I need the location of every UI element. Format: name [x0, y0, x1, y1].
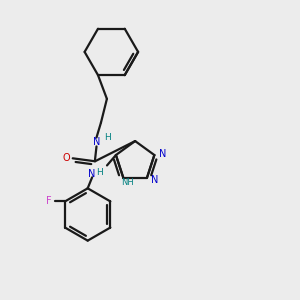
Text: N: N: [151, 175, 158, 185]
Text: NH: NH: [121, 178, 134, 187]
Text: N: N: [88, 169, 95, 179]
Text: N: N: [159, 148, 166, 158]
Text: O: O: [62, 153, 70, 163]
Text: H: H: [104, 133, 111, 142]
Text: F: F: [46, 196, 52, 206]
Text: H: H: [96, 168, 103, 177]
Text: N: N: [93, 137, 100, 147]
